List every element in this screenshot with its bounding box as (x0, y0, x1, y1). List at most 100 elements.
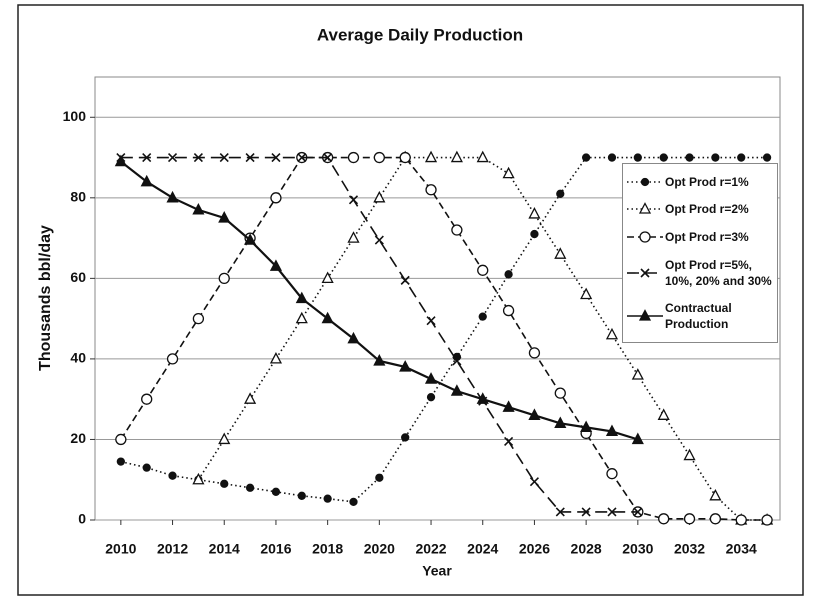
data-point (218, 432, 231, 445)
data-point (218, 272, 230, 285)
y-tick-label: 0 (78, 511, 86, 527)
data-point (347, 151, 360, 164)
data-point (323, 152, 333, 163)
data-point (114, 154, 127, 167)
x-tick-label: 2014 (209, 541, 240, 557)
data-point (297, 152, 307, 163)
data-point (450, 150, 463, 163)
data-point (762, 153, 772, 162)
data-point (245, 483, 255, 492)
legend-marker (638, 309, 652, 321)
data-point (373, 354, 386, 366)
y-tick-label: 80 (70, 189, 86, 205)
legend-item: Opt Prod r=2% (625, 201, 775, 217)
data-point (502, 400, 515, 412)
data-point (633, 153, 642, 162)
series-line (120, 156, 638, 513)
data-point (581, 507, 591, 517)
data-point (399, 360, 412, 372)
data-point (116, 457, 125, 466)
data-point (193, 152, 203, 163)
data-point (683, 513, 696, 525)
legend-item: Contractual Production (625, 300, 775, 332)
data-point (605, 327, 619, 340)
data-point (270, 192, 282, 204)
data-point (476, 150, 489, 163)
legend-marker (638, 202, 652, 215)
data-point (502, 166, 515, 179)
x-tick-label: 2028 (571, 541, 602, 557)
data-point (168, 471, 177, 480)
data-point (401, 433, 410, 442)
data-point (554, 416, 567, 428)
x-tick-label: 2020 (364, 541, 395, 557)
data-point (166, 190, 179, 203)
x-axis-label: Year (422, 563, 452, 579)
data-point (140, 174, 153, 187)
data-point (528, 207, 541, 219)
x-tick-label: 2024 (467, 541, 498, 557)
data-point (399, 151, 411, 164)
frame (17, 4, 804, 596)
data-point (476, 392, 489, 404)
data-point (478, 312, 487, 321)
data-point (580, 287, 593, 300)
data-point (269, 352, 283, 364)
data-point (373, 190, 386, 203)
x-tick-label: 2026 (519, 541, 550, 557)
data-point (477, 264, 489, 276)
legend-item: Opt Prod r=3% (625, 229, 775, 245)
data-point (683, 448, 696, 461)
data-point (297, 491, 306, 500)
y-axis-label: Thousands bbl/day (37, 225, 54, 371)
data-point (633, 507, 643, 517)
legend-label: Opt Prod r=1% (665, 174, 749, 189)
legend-label: Contractual Production (665, 301, 732, 332)
data-point (504, 270, 513, 279)
legend-swatch (627, 231, 663, 243)
data-point (192, 472, 205, 485)
data-point (426, 316, 436, 326)
data-point (115, 433, 127, 446)
data-point (605, 424, 619, 437)
x-tick-label: 2018 (312, 541, 343, 557)
data-point (219, 152, 229, 163)
legend-label: Opt Prod r=5%, 10%, 20% and 30% (665, 257, 772, 288)
legend-marker (639, 231, 651, 243)
data-point (142, 152, 152, 163)
legend-swatch (627, 202, 663, 215)
data-point (373, 151, 385, 164)
y-tick-label: 20 (70, 430, 86, 446)
y-tick-label: 100 (63, 108, 87, 124)
data-point (424, 372, 438, 384)
data-point (504, 436, 514, 447)
data-point (580, 420, 593, 433)
data-point (347, 331, 360, 344)
data-point (426, 393, 436, 402)
data-point (556, 189, 565, 198)
data-point (167, 152, 178, 163)
data-point (607, 507, 617, 517)
data-point (709, 513, 722, 525)
x-tick-label: 2030 (622, 541, 653, 557)
data-point (424, 150, 438, 163)
data-point (452, 356, 462, 366)
data-point (761, 514, 773, 526)
data-point (321, 271, 334, 284)
data-point (530, 229, 539, 239)
data-point (631, 432, 644, 445)
data-point (141, 393, 153, 405)
x-tick-label: 2016 (260, 541, 291, 557)
data-point (220, 479, 229, 488)
data-point (581, 153, 591, 162)
data-point (374, 235, 384, 245)
data-point (218, 211, 231, 223)
data-point (528, 408, 541, 420)
legend-swatch (627, 309, 663, 321)
data-point (295, 291, 308, 304)
data-point (244, 233, 257, 245)
data-point (323, 494, 332, 503)
legend-swatch (627, 268, 663, 278)
